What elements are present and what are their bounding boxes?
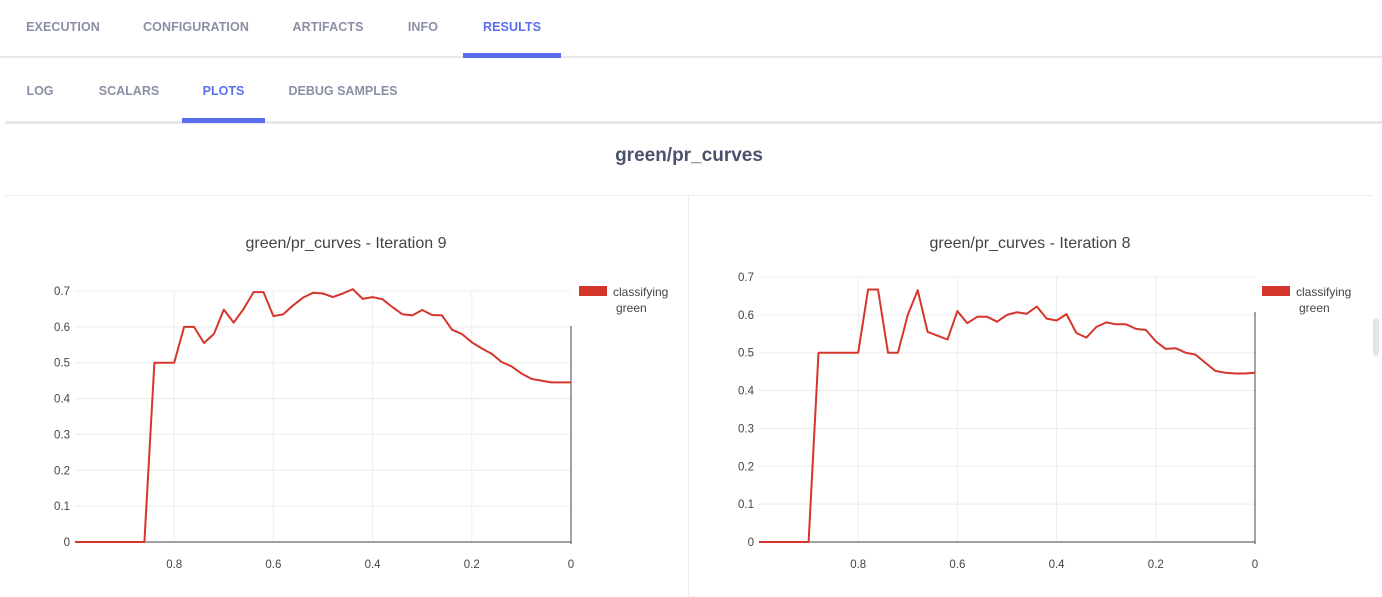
x-tick-label: 0.2 (1148, 559, 1164, 571)
scrollbar-thumb[interactable] (1373, 318, 1379, 356)
y-tick-label: 0.2 (54, 465, 70, 477)
y-tick-label: 0.4 (738, 386, 755, 398)
plot-iteration-8[interactable]: green/pr_curves - Iteration 8 0 0.1 0.2 0.3 0… (689, 196, 1379, 597)
y-tick-label: 0.4 (54, 394, 71, 406)
series-line[interactable] (75, 288, 571, 543)
x-tick-label: 0.2 (464, 559, 480, 571)
y-tick-label: 0.1 (738, 499, 754, 511)
plot-iteration-9[interactable]: green/pr_curves - Iteration 9 0 0.1 0.2 0.3 0… (0, 196, 688, 597)
y-tick-label: 0.6 (54, 322, 70, 334)
y-tick-label: 0.7 (738, 272, 754, 284)
subtab-log[interactable]: LOG (26, 84, 54, 98)
tab-results[interactable]: RESULTS (463, 0, 561, 58)
y-tick-label: 0 (748, 537, 754, 549)
x-tick-label: 0 (1252, 559, 1258, 571)
legend-label[interactable]: classifying green (1296, 285, 1351, 315)
y-tick-label: 0.6 (738, 310, 754, 322)
subtab-debug-samples[interactable]: DEBUG SAMPLES (288, 84, 398, 98)
results-subtab-bar: LOG SCALARS PLOTS DEBUG SAMPLES (5, 60, 1382, 124)
group-divider (5, 195, 1373, 196)
y-tick-label: 0.5 (54, 358, 70, 370)
results-tab-bar: EXECUTION CONFIGURATION ARTIFACTS INFO R… (0, 0, 1382, 58)
tab-execution[interactable]: EXECUTION (26, 20, 100, 34)
series-line[interactable] (759, 288, 1256, 543)
legend-swatch[interactable] (579, 286, 607, 296)
subtab-plots[interactable]: PLOTS (182, 60, 265, 123)
x-tick-label: 0 (568, 559, 574, 571)
x-tick-label: 0.4 (365, 559, 382, 571)
x-tick-label: 0.8 (850, 559, 866, 571)
tab-configuration[interactable]: CONFIGURATION (143, 20, 249, 34)
y-tick-label: 0.1 (54, 501, 70, 513)
plot-group-title: green/pr_curves (615, 145, 763, 166)
x-tick-label: 0.6 (949, 559, 965, 571)
legend-label[interactable]: classifying green (613, 285, 668, 315)
tab-info[interactable]: INFO (407, 20, 439, 34)
legend-swatch[interactable] (1262, 286, 1290, 296)
y-tick-label: 0 (64, 537, 70, 549)
plot-title: green/pr_curves - Iteration 8 (930, 235, 1131, 252)
y-tick-label: 0.7 (54, 286, 70, 298)
subtab-scalars[interactable]: SCALARS (98, 84, 160, 98)
plot-title: green/pr_curves - Iteration 9 (246, 235, 447, 252)
y-tick-label: 0.2 (738, 461, 754, 473)
x-tick-label: 0.6 (265, 559, 281, 571)
panel-divider (688, 196, 689, 597)
y-tick-label: 0.3 (54, 429, 70, 441)
x-tick-label: 0.4 (1049, 559, 1066, 571)
y-tick-label: 0.5 (738, 348, 754, 360)
y-tick-label: 0.3 (738, 423, 754, 435)
tab-artifacts[interactable]: ARTIFACTS (292, 20, 364, 34)
x-tick-label: 0.8 (166, 559, 182, 571)
